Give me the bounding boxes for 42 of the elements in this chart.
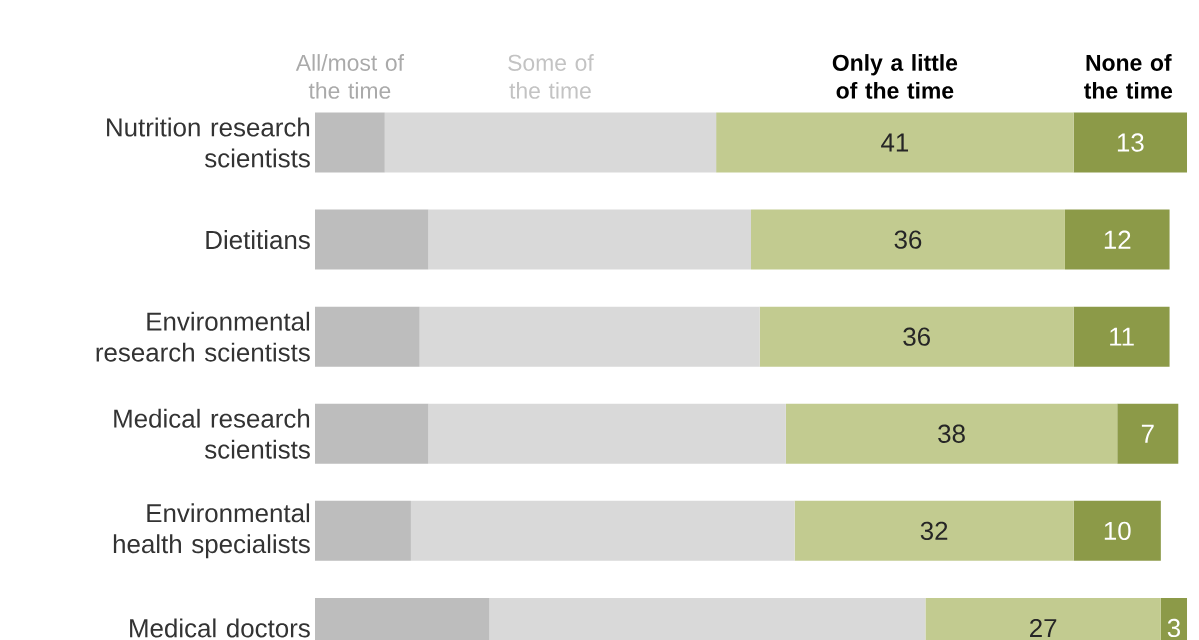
bar (1073, 112, 1188, 173)
bar (315, 403, 429, 464)
series-label: Some of the time (508, 54, 594, 99)
data-label: 3 (1167, 618, 1180, 638)
data-label: 11 (1110, 327, 1134, 346)
bar (428, 209, 751, 270)
bar (1064, 209, 1170, 270)
bar (315, 306, 420, 367)
series-label: None of the time (1084, 54, 1173, 99)
data-label: 41 (881, 133, 909, 152)
data-label: 36 (894, 230, 922, 249)
bar (315, 112, 385, 173)
bar (785, 403, 1118, 464)
bar (384, 112, 717, 173)
bar (1073, 306, 1170, 367)
data-label: 12 (1104, 230, 1131, 249)
series-label: Only a little of the time (832, 54, 958, 99)
data-label: 7 (1141, 424, 1154, 443)
y-tick-label: Dietitians (206, 230, 310, 250)
data-label: 36 (903, 327, 930, 346)
y-tick-label: Medical doctors (130, 618, 310, 638)
series-label: All/most of the time (295, 54, 405, 99)
bar (1073, 500, 1161, 561)
data-label: 38 (938, 424, 965, 443)
data-label: 27 (1030, 618, 1057, 637)
bar (315, 500, 411, 561)
data-label: 10 (1104, 521, 1131, 541)
bar (410, 500, 795, 561)
y-tick-label: Medical research scientists (114, 408, 310, 459)
bar (315, 209, 429, 270)
data-label: 32 (920, 521, 948, 541)
bar (419, 306, 760, 367)
bar (794, 500, 1074, 561)
y-tick-label: Environmental research scientists (96, 311, 310, 362)
bar (428, 403, 786, 464)
bar (716, 112, 1074, 173)
y-tick-label: Nutrition research scientists (107, 117, 310, 168)
data-label: 13 (1117, 133, 1144, 152)
y-tick-label: Environmental health specialists (113, 503, 310, 559)
bar (759, 306, 1074, 367)
bar (1117, 403, 1179, 464)
bar (751, 209, 1065, 270)
